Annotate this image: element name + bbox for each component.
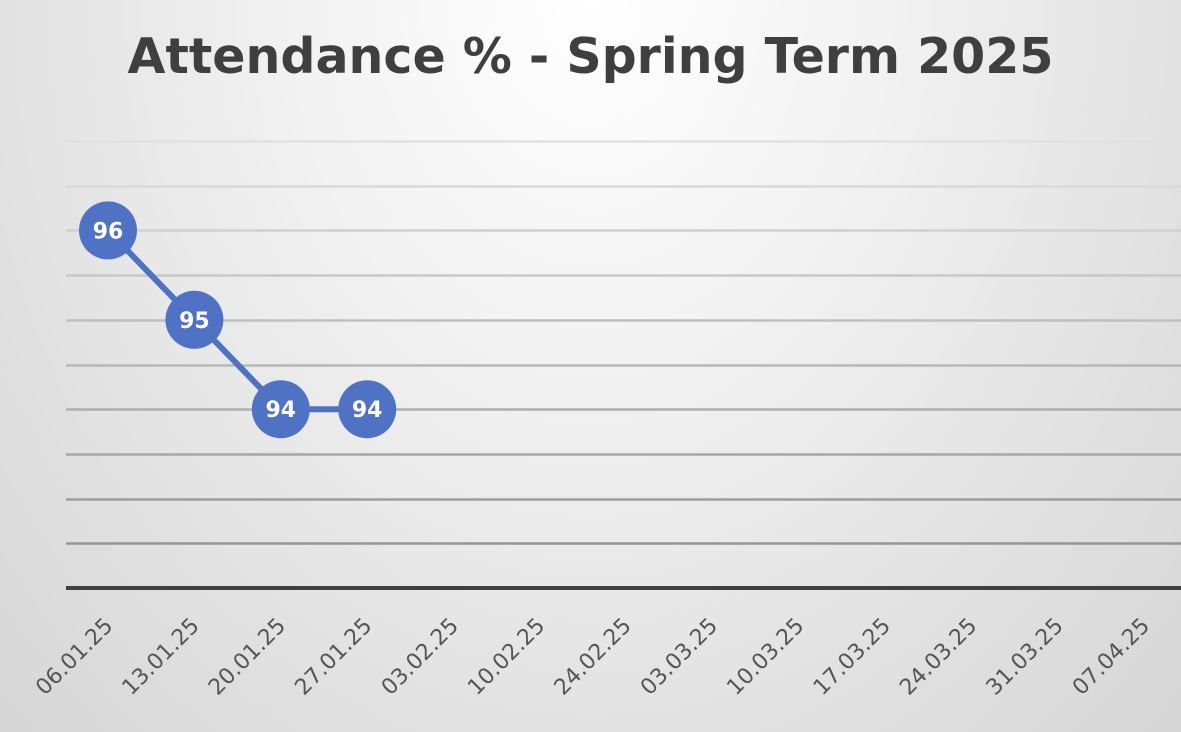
x-tick-label: 13.01.25 (118, 614, 205, 701)
data-label: 94 (352, 398, 383, 423)
x-tick-label: 03.02.25 (377, 614, 464, 701)
data-label: 95 (179, 309, 210, 334)
series-line (105, 228, 368, 413)
x-tick-label: 24.03.25 (895, 614, 982, 701)
x-tick-label: 10.03.25 (722, 614, 809, 701)
x-tick-label: 24.02.25 (550, 614, 637, 701)
x-tick-label: 31.03.25 (982, 614, 1069, 701)
data-point (251, 380, 310, 439)
x-tick-label: 10.02.25 (463, 614, 550, 701)
x-tick-label: 17.03.25 (809, 614, 896, 701)
gridlines (66, 140, 1181, 545)
x-tick-label: 07.04.25 (1068, 614, 1155, 701)
data-point (338, 380, 397, 439)
x-tick-label: 27.01.25 (290, 614, 377, 701)
data-point (165, 290, 224, 349)
chart-title: Attendance % - Spring Term 2025 (127, 28, 1054, 85)
data-point (79, 201, 137, 260)
x-tick-label: 20.01.25 (204, 614, 291, 701)
x-tick-labels: 06.01.25 13.01.25 20.01.25 27.01.25 03.02.25… (31, 614, 1155, 701)
data-label: 96 (93, 219, 124, 244)
x-tick-label: 06.01.25 (31, 614, 118, 701)
x-tick-label: 03.03.25 (636, 614, 723, 701)
data-label: 94 (265, 398, 296, 423)
series: 96 95 94 94 (79, 201, 397, 439)
